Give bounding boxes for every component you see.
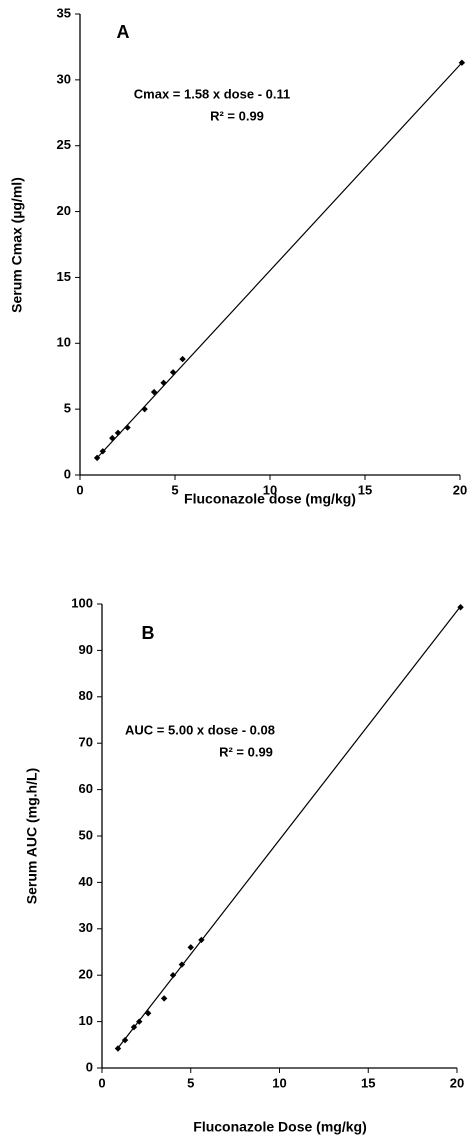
annotation: AUC = 5.00 x dose - 0.08 <box>125 722 275 737</box>
regression-line <box>96 62 463 459</box>
x-tick-label: 5 <box>187 1075 194 1090</box>
panel-label: B <box>142 623 155 643</box>
y-tick-label: 0 <box>64 466 71 481</box>
annotation: Cmax = 1.58 x dose - 0.11 <box>134 86 290 101</box>
annotation: R² = 0.99 <box>219 744 273 759</box>
y-tick-label: 90 <box>79 642 93 657</box>
data-point <box>150 388 158 396</box>
data-point <box>160 379 167 386</box>
y-tick-label: 0 <box>86 1059 93 1074</box>
data-point <box>198 936 205 944</box>
y-tick-label: 10 <box>79 1013 93 1028</box>
data-point <box>457 604 464 611</box>
data-point <box>99 448 106 455</box>
x-tick-label: 0 <box>98 1075 105 1090</box>
x-tick-label: 0 <box>76 482 83 497</box>
y-tick-label: 30 <box>79 920 93 935</box>
data-point <box>179 355 186 363</box>
data-point <box>178 961 186 968</box>
y-tick-label: 10 <box>57 335 71 350</box>
y-tick-label: 40 <box>79 874 93 889</box>
y-tick-label: 5 <box>64 401 71 416</box>
y-tick-label: 35 <box>57 5 71 20</box>
data-point <box>141 405 148 413</box>
y-tick-label: 70 <box>79 735 93 750</box>
y-tick-label: 100 <box>71 595 93 610</box>
y-tick-label: 15 <box>57 269 71 284</box>
y-tick-label: 30 <box>57 71 71 86</box>
y-tick-label: 80 <box>79 688 93 703</box>
data-point <box>121 1036 129 1044</box>
data-point <box>169 972 177 979</box>
x-axis-title: Fluconazole Dose (mg/kg) <box>193 1119 366 1135</box>
x-axis-title: Fluconazole dose (mg/kg) <box>184 491 356 507</box>
y-tick-label: 50 <box>79 827 93 842</box>
data-point <box>187 944 194 951</box>
y-tick-label: 60 <box>79 781 93 796</box>
x-tick-label: 15 <box>361 1075 375 1090</box>
data-point <box>114 1045 122 1052</box>
y-tick-label: 20 <box>79 967 93 982</box>
regression-line <box>117 605 462 1049</box>
data-point <box>109 434 116 442</box>
x-tick-label: 10 <box>272 1075 286 1090</box>
data-point <box>458 59 466 66</box>
data-point <box>124 424 131 431</box>
annotation: R² = 0.99 <box>210 108 264 123</box>
data-point <box>160 995 168 1002</box>
y-axis-title: Serum Cmax (µg/ml) <box>9 177 25 313</box>
data-point <box>130 1023 138 1031</box>
x-tick-label: 15 <box>358 482 372 497</box>
data-point <box>114 429 122 437</box>
x-tick-label: 10 <box>263 482 277 497</box>
y-tick-label: 20 <box>57 203 71 218</box>
y-axis-title: Serum AUC (mg.h/L) <box>24 768 40 904</box>
data-point <box>136 1018 143 1025</box>
data-point <box>169 369 177 376</box>
x-tick-label: 5 <box>171 482 178 497</box>
panel-label: A <box>117 22 130 42</box>
data-point <box>93 454 101 462</box>
x-tick-label: 20 <box>453 482 467 497</box>
y-tick-label: 25 <box>57 137 71 152</box>
data-point <box>144 1010 152 1017</box>
x-tick-label: 20 <box>450 1075 464 1090</box>
